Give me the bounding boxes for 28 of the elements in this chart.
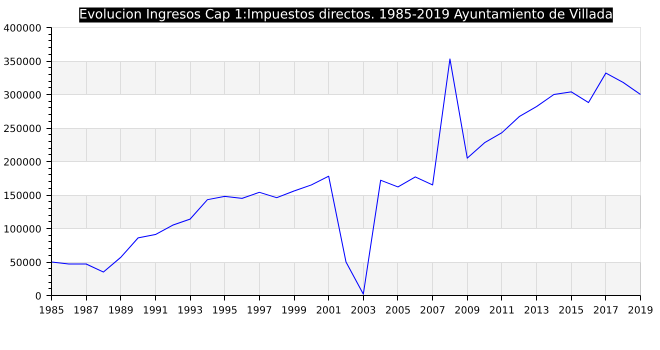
x-tick-label: 1989 [108, 306, 134, 316]
x-tick-label: 2003 [350, 306, 376, 316]
x-tick-label: 1995 [212, 306, 238, 316]
y-tick-label: 100000 [3, 224, 42, 236]
x-tick-label: 1987 [73, 306, 99, 316]
chart-title: Evolucion Ingresos Cap 1:Impuestos directos. 1985-2019 Ayuntamiento de Villada [79, 8, 613, 22]
y-tick-label: 250000 [3, 124, 42, 135]
y-tick-label: 150000 [3, 191, 42, 202]
y-tick-label: 200000 [3, 158, 42, 168]
x-tick-label: 2017 [593, 306, 619, 316]
x-tick-label: 2019 [628, 306, 654, 316]
x-tick-label: 2009 [454, 306, 480, 316]
x-tick-label: 1993 [177, 306, 203, 316]
x-tick-label: 1999 [281, 306, 307, 316]
x-tick-label: 2011 [489, 306, 515, 316]
x-tick-label: 2005 [385, 306, 411, 316]
y-tick-label: 0 [35, 292, 42, 302]
y-tick-label: 50000 [10, 258, 42, 269]
x-tick-label: 2013 [524, 306, 550, 316]
x-tick-label: 1997 [246, 306, 272, 316]
x-tick-label: 1991 [142, 306, 168, 316]
y-tick-label: 300000 [3, 90, 42, 102]
y-tick-label: 400000 [3, 24, 42, 34]
x-tick-label: 2015 [558, 306, 584, 316]
x-tick-label: 2007 [420, 306, 446, 316]
x-tick-label: 2001 [316, 306, 342, 316]
y-tick-label: 350000 [3, 57, 42, 68]
x-tick-label: 1985 [38, 306, 64, 316]
